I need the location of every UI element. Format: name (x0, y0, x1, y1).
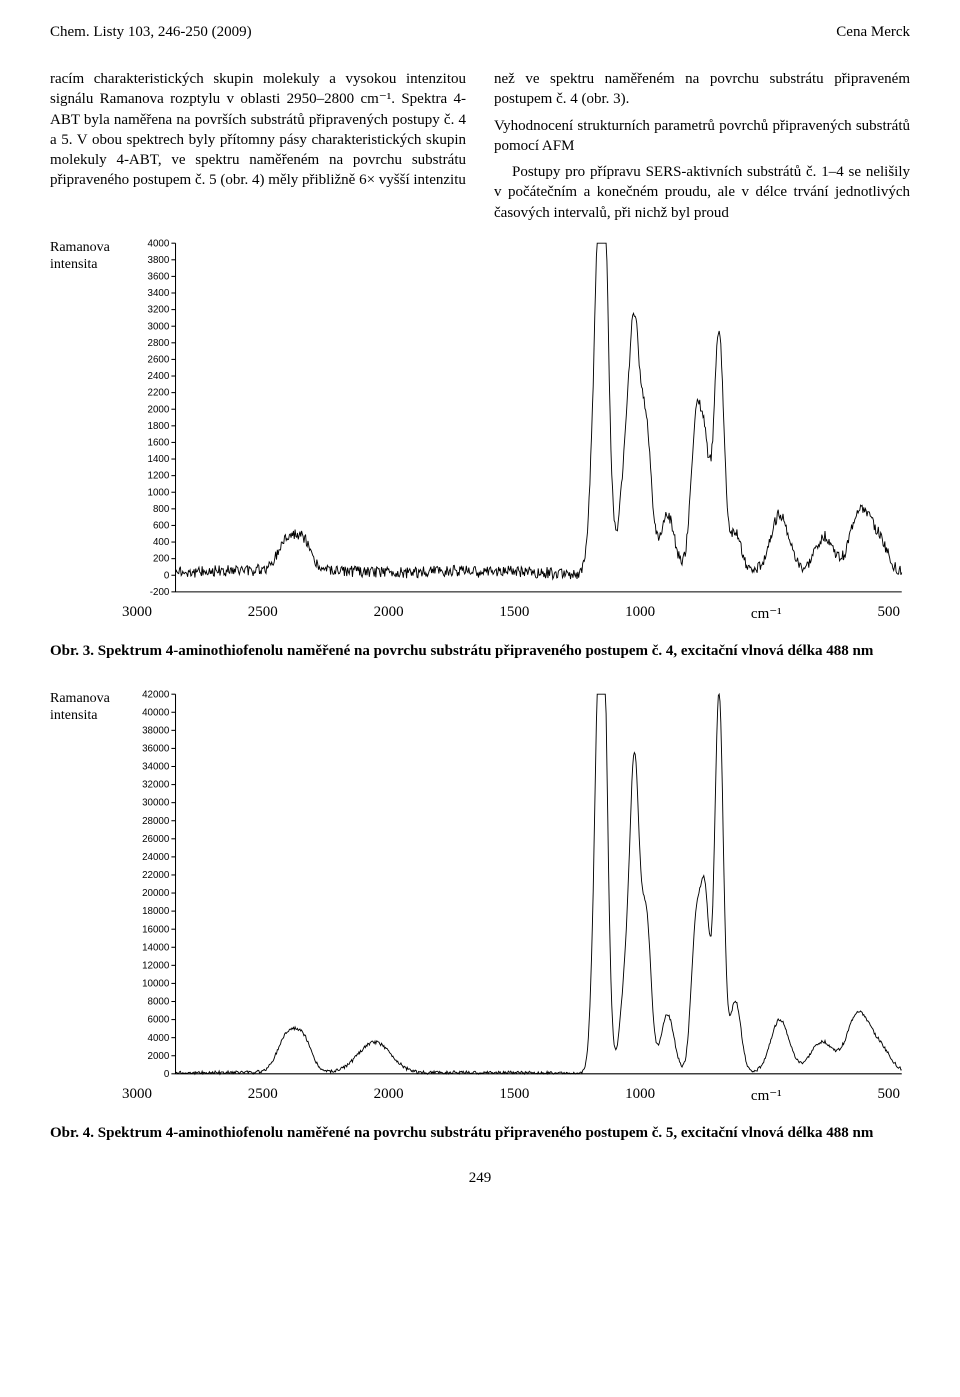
svg-text:1000: 1000 (148, 487, 170, 498)
svg-text:40000: 40000 (142, 707, 170, 718)
figure-4-chart: 0 2000 4000 6000 8000 10000 12000 14000 16000 180… (126, 688, 910, 1080)
figure-4: Ramanova intensita 0 2000 4000 6000 8000 1000… (50, 688, 910, 1105)
svg-text:1800: 1800 (148, 421, 170, 432)
svg-text:16000: 16000 (142, 924, 170, 935)
svg-text:400: 400 (153, 537, 170, 548)
figure-3-chart: -200 0 200 400 600 800 1000 1200 1400 1600 1800 200… (126, 237, 910, 598)
svg-text:1200: 1200 (148, 470, 170, 481)
xaxis-tick-label: cm⁻¹ (751, 604, 782, 623)
figure-4-caption: Obr. 4. Spektrum 4-aminothiofenolu naměř… (50, 1125, 910, 1142)
xaxis-tick-label: 2500 (248, 604, 278, 623)
svg-text:2000: 2000 (148, 404, 170, 415)
svg-text:36000: 36000 (142, 743, 170, 754)
svg-text:3800: 3800 (148, 255, 170, 266)
svg-text:32000: 32000 (142, 779, 170, 790)
svg-text:18000: 18000 (142, 906, 170, 917)
left-col-text: racím charakteristických skupin molekuly… (50, 71, 466, 188)
figure-3: Ramanova intensita -200 0 200 400 600 800 1000… (50, 237, 910, 623)
xaxis-tick-label: 3000 (122, 604, 152, 623)
right-col-p2: Postupy pro přípravu SERS-aktivních subs… (494, 162, 910, 223)
svg-text:2400: 2400 (148, 371, 170, 382)
svg-text:26000: 26000 (142, 834, 170, 845)
svg-text:38000: 38000 (142, 725, 170, 736)
xaxis-tick-label: 1000 (625, 604, 655, 623)
page-number: 249 (50, 1170, 910, 1187)
svg-text:22000: 22000 (142, 870, 170, 881)
svg-text:1600: 1600 (148, 437, 170, 448)
svg-text:4000: 4000 (148, 238, 170, 249)
svg-text:20000: 20000 (142, 888, 170, 899)
svg-text:4000: 4000 (148, 1033, 170, 1044)
svg-text:30000: 30000 (142, 798, 170, 809)
header-right: Cena Merck (836, 24, 910, 41)
svg-text:42000: 42000 (142, 689, 170, 700)
svg-text:2200: 2200 (148, 387, 170, 398)
xaxis-tick-label: 1500 (499, 604, 529, 623)
figure-4-ylabel: Ramanova intensita (50, 688, 118, 725)
svg-text:28000: 28000 (142, 816, 170, 827)
svg-text:12000: 12000 (142, 960, 170, 971)
svg-text:600: 600 (153, 520, 170, 531)
xaxis-tick-label: 1000 (625, 1086, 655, 1105)
svg-text:-200: -200 (150, 587, 170, 598)
svg-text:2800: 2800 (148, 338, 170, 349)
svg-text:800: 800 (153, 504, 170, 515)
svg-text:0: 0 (164, 570, 170, 581)
figure-3-caption-bold: Obr. 3. Spektrum 4-aminothiofenolu naměř… (50, 643, 873, 659)
svg-text:24000: 24000 (142, 852, 170, 863)
svg-text:14000: 14000 (142, 942, 170, 953)
figure-4-caption-bold: Obr. 4. Spektrum 4-aminothiofenolu naměř… (50, 1125, 873, 1141)
svg-text:8000: 8000 (148, 996, 170, 1007)
figure-3-caption: Obr. 3. Spektrum 4-aminothiofenolu naměř… (50, 643, 910, 660)
xaxis-tick-label: 500 (877, 1086, 900, 1105)
svg-text:2600: 2600 (148, 354, 170, 365)
right-col-heading: Vyhodnocení strukturních parametrů povrc… (494, 116, 910, 157)
xaxis-tick-label: 500 (877, 604, 900, 623)
svg-text:3000: 3000 (148, 321, 170, 332)
right-column: než ve spektru naměřeném na povrchu subs… (494, 69, 910, 223)
xaxis-tick-label: 2000 (374, 1086, 404, 1105)
xaxis-tick-label: 1500 (499, 1086, 529, 1105)
xaxis-tick-label: cm⁻¹ (751, 1086, 782, 1105)
svg-text:200: 200 (153, 553, 170, 564)
page: Chem. Listy 103, 246-250 (2009) Cena Mer… (0, 0, 960, 1217)
svg-text:1400: 1400 (148, 454, 170, 465)
header-left: Chem. Listy 103, 246-250 (2009) (50, 24, 252, 41)
xaxis-tick-label: 2000 (374, 604, 404, 623)
svg-text:34000: 34000 (142, 761, 170, 772)
xaxis-tick-label: 2500 (248, 1086, 278, 1105)
figure-3-ylabel: Ramanova intensita (50, 237, 118, 274)
svg-text:3200: 3200 (148, 304, 170, 315)
svg-text:2000: 2000 (148, 1051, 170, 1062)
svg-text:0: 0 (164, 1069, 170, 1080)
xaxis-tick-label: 3000 (122, 1086, 152, 1105)
body-columns: racím charakteristických skupin molekuly… (50, 69, 910, 223)
svg-text:10000: 10000 (142, 978, 170, 989)
svg-text:3400: 3400 (148, 288, 170, 299)
svg-text:6000: 6000 (148, 1014, 170, 1025)
svg-text:3600: 3600 (148, 271, 170, 282)
left-column: racím charakteristických skupin molekuly… (50, 69, 466, 223)
figure-3-xaxis: 3000 2500 2000 1500 1000 cm⁻¹ 500 (50, 598, 910, 623)
figure-4-xaxis: 3000 2500 2000 1500 1000 cm⁻¹ 500 (50, 1080, 910, 1105)
page-header: Chem. Listy 103, 246-250 (2009) Cena Mer… (50, 24, 910, 41)
right-col-p1: než ve spektru naměřeném na povrchu subs… (494, 69, 910, 110)
